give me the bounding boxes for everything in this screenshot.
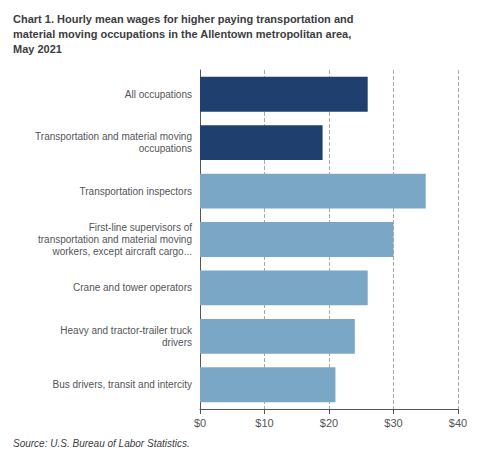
svg-text:drivers: drivers bbox=[162, 337, 192, 348]
svg-text:$20: $20 bbox=[320, 417, 338, 429]
svg-text:May 2021: May 2021 bbox=[13, 43, 62, 55]
svg-text:Bus drivers, transit and inter: Bus drivers, transit and intercity bbox=[53, 379, 193, 390]
svg-text:All occupations: All occupations bbox=[125, 89, 192, 100]
svg-text:$30: $30 bbox=[384, 417, 402, 429]
svg-text:Crane and tower operators: Crane and tower operators bbox=[73, 282, 192, 293]
svg-text:workers, except aircraft cargo: workers, except aircraft cargo... bbox=[52, 246, 193, 257]
svg-text:Transportation and material mo: Transportation and material moving bbox=[35, 131, 192, 142]
svg-text:First-line supervisors of: First-line supervisors of bbox=[89, 222, 193, 233]
svg-text:Source: U.S. Bureau of Labor S: Source: U.S. Bureau of Labor Statistics. bbox=[13, 438, 190, 449]
svg-text:Transportation inspectors: Transportation inspectors bbox=[80, 186, 192, 197]
svg-text:Heavy and tractor-trailer truc: Heavy and tractor-trailer truck bbox=[60, 325, 193, 336]
svg-text:material moving occupations in: material moving occupations in the Allen… bbox=[13, 28, 351, 40]
svg-text:$0: $0 bbox=[194, 417, 206, 429]
svg-text:$10: $10 bbox=[255, 417, 273, 429]
svg-text:occupations: occupations bbox=[139, 143, 192, 154]
svg-text:transportation and material mo: transportation and material moving bbox=[38, 234, 192, 245]
svg-text:Chart 1. Hourly mean wages for: Chart 1. Hourly mean wages for higher pa… bbox=[13, 13, 353, 25]
svg-text:$40: $40 bbox=[449, 417, 467, 429]
